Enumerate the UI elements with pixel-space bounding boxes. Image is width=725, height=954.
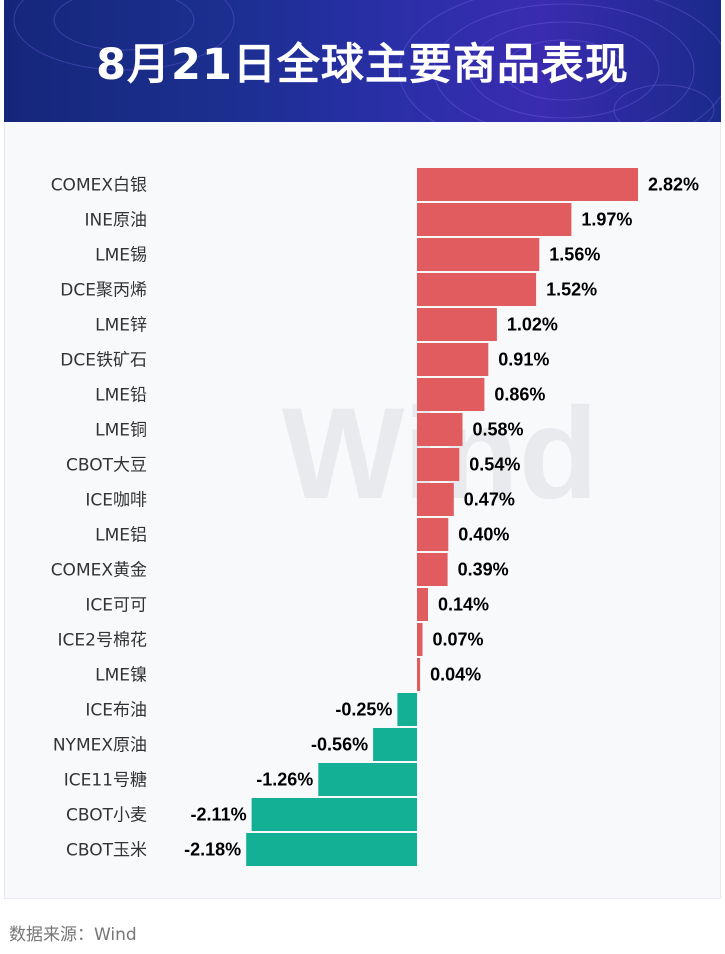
value-label: -0.56% — [311, 735, 368, 755]
category-label: NYMEX原油 — [53, 736, 147, 756]
bar — [417, 448, 460, 481]
bar — [417, 413, 463, 446]
category-label: COMEX黄金 — [51, 561, 147, 581]
category-label: INE原油 — [85, 211, 147, 231]
category-label: LME锌 — [95, 316, 147, 336]
value-label: 0.14% — [438, 595, 489, 615]
page-title: 8月21日全球主要商品表现 — [96, 40, 629, 90]
value-label: -1.26% — [256, 770, 313, 790]
category-label: ICE2号棉花 — [58, 631, 147, 651]
bar — [417, 273, 537, 306]
bar — [417, 308, 497, 341]
value-label: 0.86% — [494, 385, 545, 405]
category-label: ICE可可 — [85, 596, 147, 616]
bar — [318, 763, 417, 796]
bar — [251, 798, 417, 831]
commodity-bar-chart: COMEX白银 2.82% INE原油 1.97% LME锡 1.56% DCE聚丙烯 1.5… — [51, 168, 699, 866]
value-label: 0.54% — [469, 455, 520, 475]
bar — [417, 203, 572, 236]
value-label: 0.91% — [498, 350, 549, 370]
category-label: LME锡 — [95, 246, 147, 266]
contour-decoration — [13, 0, 721, 122]
value-label: 0.40% — [458, 525, 509, 545]
value-label: 0.47% — [464, 490, 515, 510]
category-label: LME铝 — [95, 526, 147, 546]
category-label: LME铜 — [95, 421, 147, 441]
value-label: 0.58% — [473, 420, 524, 440]
value-label: 1.56% — [549, 245, 600, 265]
category-label: DCE聚丙烯 — [60, 281, 147, 301]
value-label: 2.82% — [648, 175, 699, 195]
header-banner: 8月21日全球主要商品表现 — [4, 0, 721, 122]
category-label: CBOT玉米 — [66, 841, 147, 861]
category-label: LME铅 — [95, 386, 147, 406]
value-label: 1.02% — [507, 315, 558, 335]
value-label: -0.25% — [335, 700, 392, 720]
bar — [417, 658, 421, 691]
category-label: CBOT小麦 — [66, 806, 147, 826]
category-label: DCE铁矿石 — [60, 351, 147, 371]
bar — [417, 343, 489, 376]
bar — [417, 623, 423, 656]
bar — [417, 483, 454, 516]
value-label: 0.07% — [433, 630, 484, 650]
category-label: ICE咖啡 — [85, 491, 147, 511]
bar — [397, 693, 417, 726]
category-label: ICE布油 — [85, 701, 147, 721]
value-label: -2.18% — [184, 840, 241, 860]
value-label: 1.97% — [581, 210, 632, 230]
bar — [417, 238, 540, 271]
value-label: -2.11% — [191, 805, 247, 825]
category-label: LME镍 — [95, 666, 147, 686]
category-label: ICE11号糖 — [64, 771, 147, 791]
bar — [246, 833, 417, 866]
value-label: 0.04% — [430, 665, 481, 685]
value-label: 1.52% — [546, 280, 597, 300]
category-label: COMEX白银 — [51, 176, 147, 196]
category-label: CBOT大豆 — [66, 456, 147, 476]
bar — [373, 728, 417, 761]
source-note: 数据来源：Wind — [9, 925, 137, 945]
bar — [417, 553, 448, 586]
bar — [417, 168, 638, 201]
value-label: 0.39% — [458, 560, 509, 580]
bar — [417, 378, 485, 411]
bar — [417, 588, 428, 621]
bar — [417, 518, 449, 551]
